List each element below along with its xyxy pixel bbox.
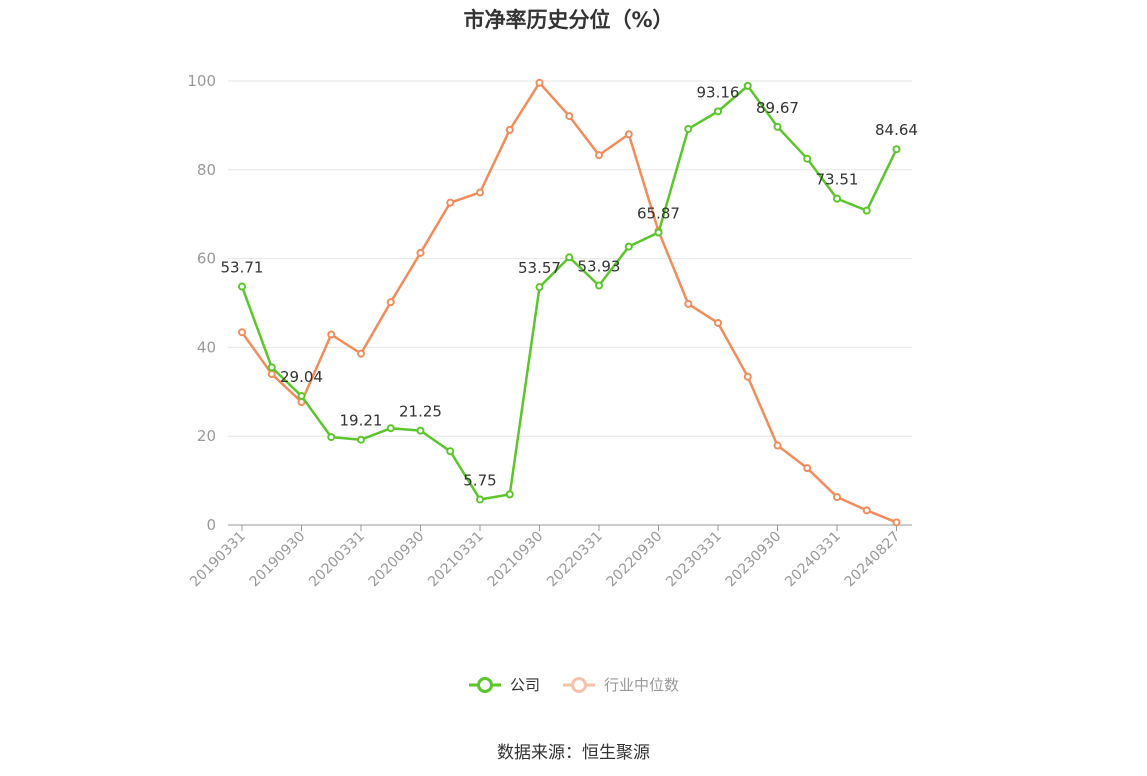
data-point-1-18 (773, 441, 782, 450)
data-point-0-21 (862, 206, 871, 215)
data-point-1-21 (862, 506, 871, 515)
data-label-22: 84.64 (875, 121, 918, 139)
data-point-0-8 (476, 495, 484, 504)
y-tick-label-0: 0 (206, 516, 216, 534)
data-point-0-5 (386, 424, 395, 433)
data-point-1-8 (476, 188, 484, 197)
data-point-1-20 (833, 493, 841, 502)
data-point-0-18 (773, 122, 782, 131)
data-point-0-9 (505, 490, 514, 499)
data-point-0-17 (743, 81, 752, 90)
data-point-0-20 (833, 194, 841, 203)
legend-item-company[interactable]: 公司 (468, 674, 540, 695)
x-tick-label-20210331: 20210331 (425, 529, 487, 591)
y-tick-label-40: 40 (197, 338, 216, 356)
data-label-0: 53.71 (221, 259, 264, 277)
data-point-1-13 (624, 130, 633, 139)
x-tick-label-20200331: 20200331 (306, 529, 368, 591)
data-point-0-4 (357, 435, 365, 444)
data-point-1-22 (892, 518, 901, 527)
legend-industry-label: 行业中位数 (604, 676, 680, 694)
x-tick-label-20220930: 20220930 (604, 529, 666, 591)
data-point-0-1 (267, 363, 276, 372)
data-source: 数据来源：恒生聚源 (497, 743, 650, 763)
data-label-14: 65.87 (637, 205, 680, 223)
x-tick-label-20210930: 20210930 (485, 529, 547, 591)
data-point-1-7 (446, 198, 455, 207)
y-tick-label-100: 100 (187, 72, 216, 90)
data-point-0-7 (446, 447, 455, 456)
legend-item-industry[interactable]: 行业中位数 (562, 674, 679, 695)
x-tick-label-20240827: 20240827 (842, 529, 904, 591)
data-point-1-15 (684, 299, 693, 308)
series-line-0 (240, 84, 898, 501)
data-point-1-17 (743, 372, 752, 381)
data-label-2: 29.04 (280, 368, 323, 386)
x-tick-label-20240331: 20240331 (782, 529, 844, 591)
data-point-1-0 (238, 328, 246, 337)
x-tick-label-20190930: 20190930 (247, 529, 309, 591)
data-label-4: 19.21 (340, 412, 383, 430)
data-point-0-14 (654, 228, 663, 237)
data-point-1-11 (565, 112, 574, 121)
data-label-16: 93.16 (697, 83, 740, 101)
y-tick-label-80: 80 (197, 161, 216, 179)
data-point-0-10 (535, 283, 544, 292)
x-tick-label-20230930: 20230930 (723, 529, 785, 591)
data-point-1-10 (535, 78, 544, 87)
data-point-0-2 (297, 392, 306, 401)
data-point-1-16 (714, 318, 722, 327)
data-label-10: 53.57 (518, 259, 561, 277)
data-point-0-19 (803, 154, 812, 163)
data-label-8: 5.75 (463, 471, 496, 489)
data-point-1-1 (267, 370, 276, 379)
data-point-0-15 (684, 124, 693, 133)
data-point-0-0 (238, 282, 246, 291)
data-label-18: 89.67 (756, 99, 799, 117)
x-tick-label-20190331: 20190331 (187, 529, 249, 591)
data-point-1-4 (357, 349, 365, 358)
data-point-1-19 (803, 464, 812, 473)
legend-industry-marker-icon (563, 676, 595, 693)
data-point-1-5 (386, 298, 395, 307)
data-point-0-22 (892, 145, 901, 154)
legend-company-marker-icon (468, 676, 501, 693)
data-point-1-9 (505, 125, 514, 134)
x-tick-label-20230331: 20230331 (663, 529, 725, 591)
data-label-6: 21.25 (399, 403, 442, 421)
data-point-0-6 (416, 426, 425, 435)
data-point-1-3 (327, 330, 336, 339)
y-tick-label-60: 60 (197, 250, 216, 268)
data-point-0-11 (565, 253, 574, 262)
y-tick-label-20: 20 (197, 427, 216, 445)
data-point-0-16 (714, 107, 722, 116)
data-point-1-12 (595, 151, 603, 160)
data-point-0-3 (327, 433, 336, 442)
data-point-0-13 (624, 242, 633, 251)
x-tick-label-20220331: 20220331 (544, 529, 606, 591)
data-point-1-6 (416, 248, 425, 257)
chart-title: 市净率历史分位（%） (463, 8, 674, 32)
data-label-12: 53.93 (578, 258, 621, 276)
x-tick-label-20200930: 20200930 (366, 529, 428, 591)
data-point-0-12 (595, 281, 603, 290)
legend: 公司 行业中位数 (0, 674, 1147, 695)
legend-company-label: 公司 (509, 676, 540, 694)
data-label-20: 73.51 (816, 171, 859, 189)
